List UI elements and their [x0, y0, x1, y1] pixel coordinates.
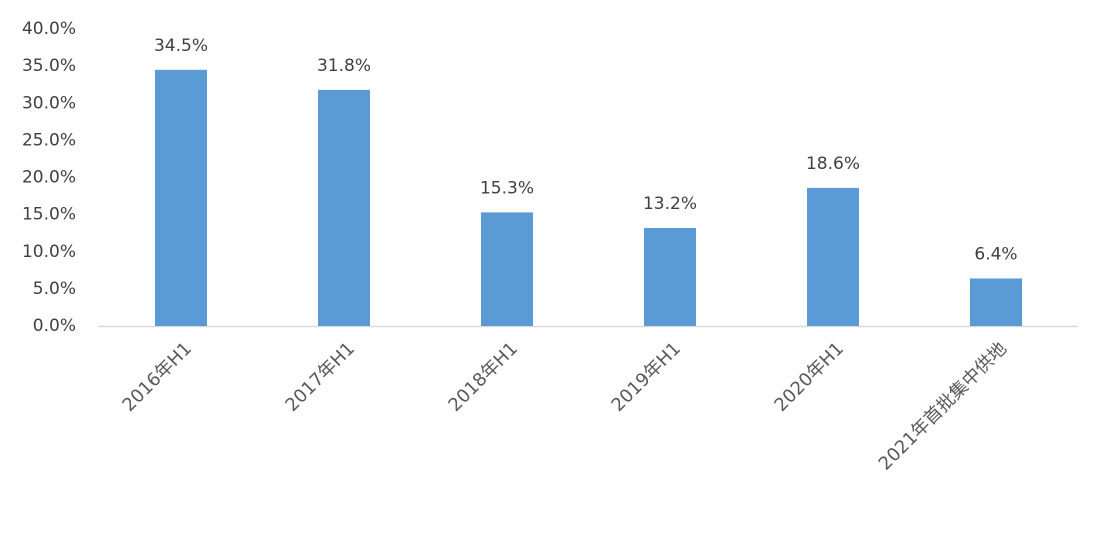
x-tick-label: 2019年H1 — [607, 338, 685, 416]
y-tick-label: 40.0% — [22, 19, 76, 39]
y-tick-label: 25.0% — [22, 130, 76, 150]
data-label: 34.5% — [154, 36, 208, 56]
x-tick-label: 2021年首批集中供地 — [875, 338, 1011, 474]
bar — [155, 69, 207, 327]
bar — [807, 187, 859, 326]
y-tick-label: 0.0% — [33, 316, 76, 336]
bar — [481, 212, 533, 326]
data-label: 6.4% — [974, 244, 1017, 264]
data-label: 18.6% — [806, 154, 860, 174]
x-tick-label: 2018年H1 — [444, 338, 522, 416]
y-tick-label: 20.0% — [22, 168, 76, 188]
data-label: 15.3% — [480, 178, 534, 198]
y-tick-label: 10.0% — [22, 242, 76, 262]
y-tick-label: 30.0% — [22, 93, 76, 113]
bar — [318, 89, 370, 326]
x-tick-label: 2016年H1 — [118, 338, 196, 416]
y-tick-label: 5.0% — [33, 279, 76, 299]
x-tick-label: 2020年H1 — [770, 338, 848, 416]
bar — [644, 227, 696, 326]
data-label: 31.8% — [317, 56, 371, 76]
y-tick-label: 35.0% — [22, 56, 76, 76]
data-label: 13.2% — [643, 194, 697, 214]
x-tick-label: 2017年H1 — [281, 338, 359, 416]
y-tick-label: 15.0% — [22, 205, 76, 225]
bar — [970, 278, 1022, 326]
